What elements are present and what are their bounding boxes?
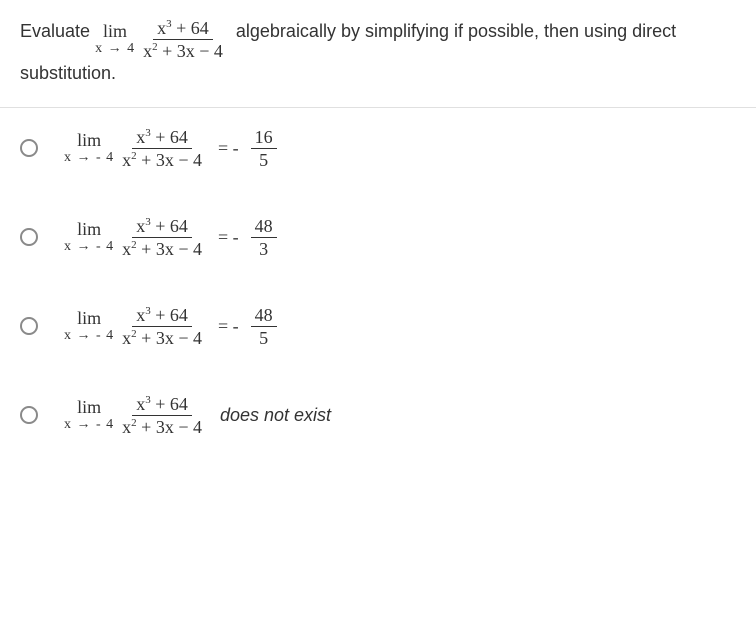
lim-approach: x → 4	[95, 42, 135, 56]
lim-approach: x → - 4	[64, 151, 114, 165]
equals-sign: = -	[218, 227, 239, 248]
limit-symbol: lim x → - 4	[64, 220, 114, 254]
limit-symbol: lim x → - 4	[64, 131, 114, 165]
option-row-1[interactable]: lim x → - 4 x3 + 64 x2 + 3x − 4 = - 16 5	[20, 128, 736, 169]
result-num: 48	[251, 217, 277, 238]
radio-icon[interactable]	[20, 139, 38, 157]
limit-numerator: x3 + 64	[132, 128, 192, 149]
limit-numerator: x3 + 64	[153, 19, 213, 40]
lim-label: lim	[77, 398, 101, 416]
limit-fraction: x3 + 64 x2 + 3x − 4	[139, 19, 227, 60]
question-limit-expression: lim x → 4 x3 + 64 x2 + 3x − 4	[95, 19, 231, 60]
lim-label: lim	[77, 131, 101, 149]
radio-icon[interactable]	[20, 317, 38, 335]
limit-fraction: x3 + 64 x2 + 3x − 4	[118, 128, 206, 169]
limit-numerator: x3 + 64	[132, 306, 192, 327]
lim-label: lim	[77, 220, 101, 238]
limit-denominator: x2 + 3x − 4	[118, 149, 206, 169]
lim-approach: x → - 4	[64, 240, 114, 254]
question-pre-text: Evaluate	[20, 21, 95, 41]
option-row-4[interactable]: lim x → - 4 x3 + 64 x2 + 3x − 4 does not…	[20, 395, 736, 436]
options-container: lim x → - 4 x3 + 64 x2 + 3x − 4 = - 16 5…	[0, 108, 756, 456]
result-num: 48	[251, 306, 277, 327]
limit-numerator: x3 + 64	[132, 395, 192, 416]
result-den: 5	[255, 327, 272, 347]
limit-numerator: x3 + 64	[132, 217, 192, 238]
lim-approach: x → - 4	[64, 418, 114, 432]
limit-symbol: lim x → - 4	[64, 398, 114, 432]
result-fraction: 48 3	[251, 217, 277, 258]
does-not-exist-text: does not exist	[220, 405, 331, 426]
result-den: 3	[255, 238, 272, 258]
result-fraction: 48 5	[251, 306, 277, 347]
limit-symbol: lim x → 4	[95, 22, 135, 56]
equals-sign: = -	[218, 138, 239, 159]
radio-icon[interactable]	[20, 228, 38, 246]
result-fraction: 16 5	[251, 128, 277, 169]
option-expression: lim x → - 4 x3 + 64 x2 + 3x − 4 = - 48 5	[64, 306, 281, 347]
limit-denominator: x2 + 3x − 4	[118, 327, 206, 347]
limit-denominator: x2 + 3x − 4	[118, 416, 206, 436]
limit-fraction: x3 + 64 x2 + 3x − 4	[118, 395, 206, 436]
option-expression: lim x → - 4 x3 + 64 x2 + 3x − 4 = - 16 5	[64, 128, 281, 169]
result-den: 5	[255, 149, 272, 169]
lim-label: lim	[77, 309, 101, 327]
lim-label: lim	[103, 22, 127, 40]
limit-fraction: x3 + 64 x2 + 3x − 4	[118, 306, 206, 347]
option-expression: lim x → - 4 x3 + 64 x2 + 3x − 4 does not…	[64, 395, 331, 436]
equals-sign: = -	[218, 316, 239, 337]
lim-approach: x → - 4	[64, 329, 114, 343]
question-prompt: Evaluate lim x → 4 x3 + 64 x2 + 3x − 4 a…	[0, 0, 756, 108]
radio-icon[interactable]	[20, 406, 38, 424]
option-row-2[interactable]: lim x → - 4 x3 + 64 x2 + 3x − 4 = - 48 3	[20, 217, 736, 258]
result-num: 16	[251, 128, 277, 149]
limit-fraction: x3 + 64 x2 + 3x − 4	[118, 217, 206, 258]
option-expression: lim x → - 4 x3 + 64 x2 + 3x − 4 = - 48 3	[64, 217, 281, 258]
limit-denominator: x2 + 3x − 4	[118, 238, 206, 258]
limit-denominator: x2 + 3x − 4	[139, 40, 227, 60]
option-row-3[interactable]: lim x → - 4 x3 + 64 x2 + 3x − 4 = - 48 5	[20, 306, 736, 347]
limit-symbol: lim x → - 4	[64, 309, 114, 343]
